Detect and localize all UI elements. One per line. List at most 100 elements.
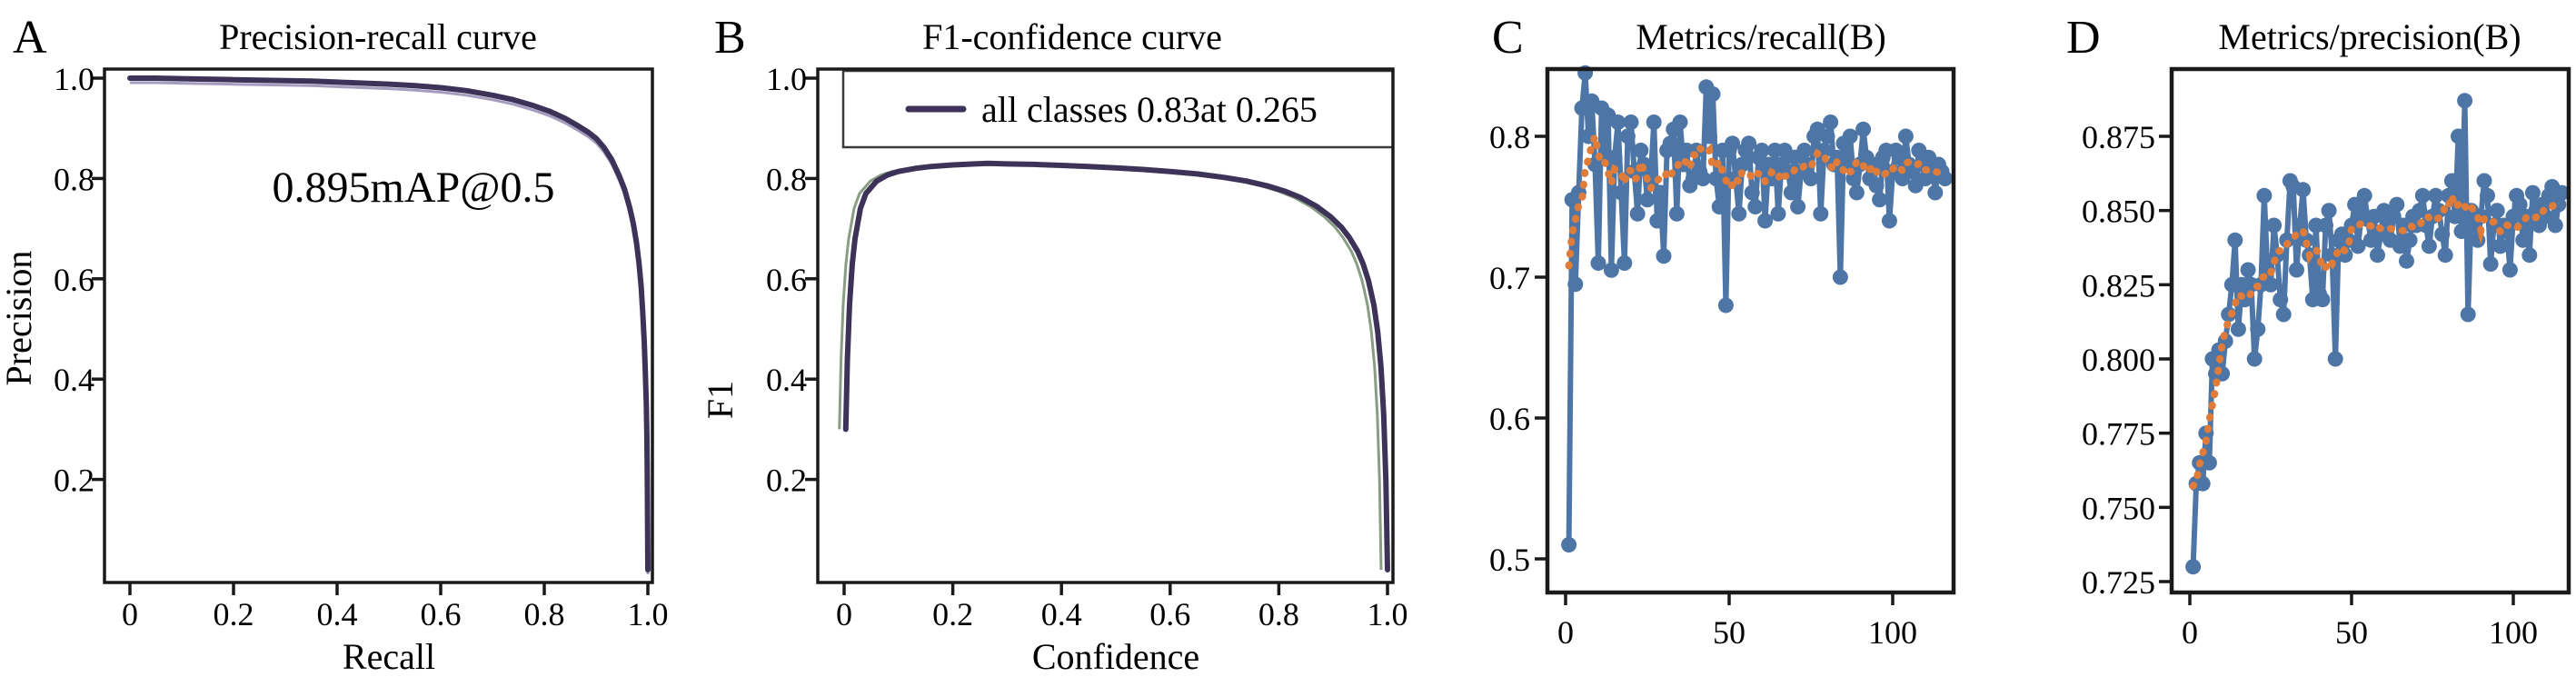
x-tick-label: 0 [836, 596, 852, 632]
metric-point [1927, 184, 1944, 201]
y-tick-label: 0.8 [1489, 119, 1530, 155]
metric-point [1639, 192, 1656, 208]
plot-border [2169, 66, 2571, 595]
metric-point [2453, 224, 2470, 239]
metric-point [1848, 184, 1865, 201]
panel-b-letter: B [714, 12, 746, 64]
metric-point [1561, 537, 1577, 553]
y-tick-label: 0.2 [766, 463, 807, 499]
metric-point [1770, 205, 1786, 222]
metric-point [2350, 238, 2366, 254]
metric-point [1708, 171, 1725, 186]
x-tick-label: 0 [122, 596, 138, 632]
panel-a-xlabel: Recall [343, 636, 435, 677]
metric-point [2356, 187, 2372, 204]
x-tick-label: 0 [2182, 614, 2198, 651]
panel-a-letter: A [13, 12, 47, 64]
metric-point [1633, 143, 1649, 158]
metric-point [2492, 238, 2509, 254]
metric-point [2273, 292, 2289, 308]
metric-point [1619, 128, 1636, 144]
metric-point [2246, 351, 2263, 367]
y-tick-label: 1.0 [766, 61, 807, 97]
metric-point [1917, 171, 1934, 186]
metric-point [1881, 213, 1897, 229]
y-tick-label: 0.750 [2082, 490, 2155, 526]
metric-point [2515, 232, 2531, 248]
metric-point [1734, 156, 1750, 173]
metric-point [1613, 184, 1629, 201]
panel-b-xlabel: Confidence [1032, 636, 1199, 677]
y-tick-label: 1.0 [54, 61, 94, 97]
metric-point [2185, 559, 2202, 575]
metric-point [2256, 187, 2273, 204]
metric-point [2318, 217, 2333, 234]
panel-a-ylabel: Precision [0, 251, 39, 386]
metric-point [2482, 256, 2499, 272]
metric-point [2511, 196, 2528, 213]
metric-point [2314, 292, 2331, 308]
x-tick-label: 50 [2335, 614, 2368, 651]
metric-point [1616, 255, 1633, 271]
y-tick-label: 0.825 [2082, 267, 2155, 304]
metric-point [1813, 205, 1829, 222]
panel-a-title: Precision-recall curve [219, 16, 537, 57]
x-tick-label: 100 [1868, 614, 1917, 651]
metric-point [1662, 135, 1678, 152]
metric-point [2275, 306, 2292, 323]
x-tick-label: 0.6 [1149, 596, 1190, 632]
metric-point [1897, 128, 1914, 144]
metric-point [2399, 253, 2414, 269]
metric-point [1796, 143, 1813, 158]
x-tick-label: 0.4 [1041, 596, 1082, 632]
metric-point [2327, 351, 2343, 367]
metric-point [2266, 217, 2283, 234]
metric-point [1754, 143, 1770, 158]
metric-point [2402, 232, 2418, 248]
metric-point [1744, 184, 1760, 201]
metric-point [2230, 321, 2246, 337]
metric-point [2421, 238, 2437, 254]
metric-point [2414, 187, 2431, 204]
metric-point [2547, 217, 2563, 234]
panel-c-title: Metrics/recall(B) [1636, 16, 1885, 57]
metric-point [1760, 156, 1776, 173]
metric-point [2240, 262, 2256, 278]
metric-point [2489, 203, 2505, 219]
metric-point [2480, 187, 2495, 204]
metric-point [1649, 213, 1666, 229]
metric-point [2505, 208, 2521, 224]
metric-point [1855, 121, 1872, 137]
trend-dotted-line [1565, 123, 1949, 270]
y-tick-label: 0.800 [2082, 342, 2155, 378]
metric-point [1823, 114, 1839, 130]
metric-point [1937, 171, 1954, 186]
metric-point [1606, 149, 1623, 165]
metric-point [2295, 182, 2312, 198]
x-tick-label: 100 [2489, 614, 2538, 651]
metric-point [1872, 192, 1888, 208]
legend-label: all classes 0.83at 0.265 [981, 89, 1318, 130]
metric-point [2250, 321, 2266, 337]
metric-point [2457, 93, 2473, 109]
metric-point [2385, 208, 2402, 224]
metric-point [1711, 199, 1727, 214]
x-tick-label: 0.8 [1258, 596, 1299, 632]
metric-point [1717, 297, 1734, 314]
metric-point [2553, 184, 2570, 201]
metric-point [1603, 262, 1619, 278]
panel-a-texts: A Precision-recall curve 0.895mAP@0.5 Re… [0, 12, 554, 677]
metric-point [2460, 306, 2476, 323]
x-tick-label: 0.4 [317, 596, 358, 632]
y-tick-label: 0.4 [54, 362, 94, 398]
y-tick-label: 0.5 [1489, 542, 1530, 578]
plot-border [1545, 66, 1956, 595]
y-tick-label: 0.875 [2082, 119, 2155, 155]
metric-point [2389, 196, 2405, 213]
y-tick-label: 0.8 [54, 161, 94, 197]
metric-point [1757, 213, 1774, 229]
metric-point [2521, 247, 2538, 264]
x-tick-label: 0.6 [421, 596, 462, 632]
